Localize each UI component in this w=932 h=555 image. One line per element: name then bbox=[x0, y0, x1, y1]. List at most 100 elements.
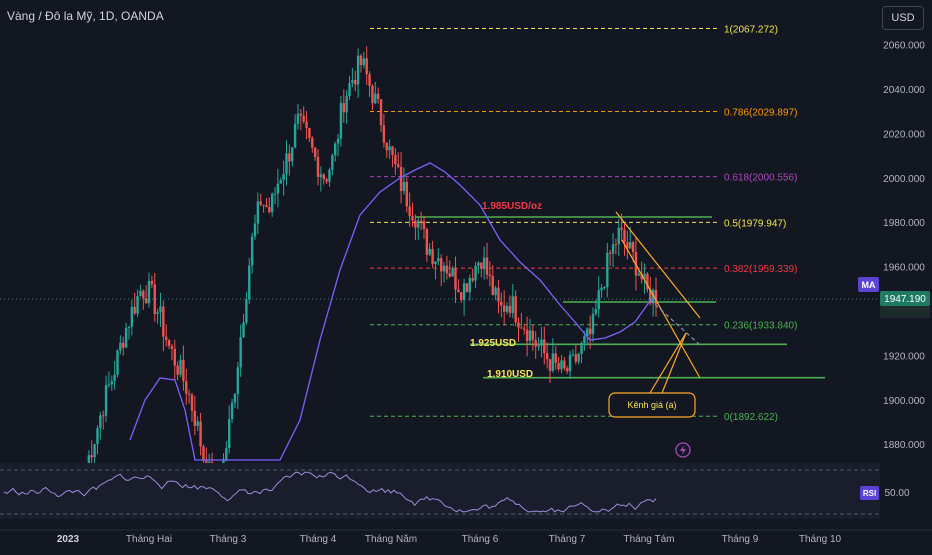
candle[interactable] bbox=[591, 307, 595, 343]
candle[interactable] bbox=[99, 411, 102, 440]
candle[interactable] bbox=[359, 53, 363, 73]
candle[interactable] bbox=[374, 81, 377, 105]
channel-lower-line[interactable] bbox=[621, 239, 701, 379]
candle[interactable] bbox=[525, 316, 529, 357]
candle[interactable] bbox=[299, 109, 303, 131]
candle[interactable] bbox=[462, 278, 466, 316]
candle[interactable] bbox=[259, 193, 262, 207]
candle[interactable] bbox=[119, 335, 122, 355]
candle[interactable] bbox=[228, 405, 231, 454]
candle[interactable] bbox=[382, 113, 386, 148]
candle[interactable] bbox=[597, 276, 600, 318]
candle[interactable] bbox=[563, 356, 566, 371]
candle[interactable] bbox=[167, 338, 171, 350]
candle[interactable] bbox=[93, 443, 96, 464]
candle[interactable] bbox=[540, 326, 543, 358]
candle[interactable] bbox=[566, 365, 569, 374]
candle[interactable] bbox=[319, 166, 323, 192]
candle[interactable] bbox=[296, 103, 300, 130]
channel-upper-line[interactable] bbox=[615, 211, 701, 319]
candle[interactable] bbox=[248, 258, 251, 305]
candle[interactable] bbox=[90, 440, 93, 466]
candle[interactable] bbox=[371, 84, 374, 111]
fibonacci-retracement[interactable]: 1(2067.272) 0.786(2029.897) 0.618(2000.556… bbox=[370, 24, 797, 423]
candle[interactable] bbox=[560, 354, 563, 374]
ma-badge[interactable] bbox=[858, 277, 879, 292]
candle[interactable] bbox=[508, 295, 512, 318]
candle[interactable] bbox=[394, 148, 397, 176]
candle[interactable] bbox=[250, 232, 254, 274]
candle[interactable] bbox=[640, 261, 643, 284]
horizontal-levels[interactable] bbox=[0, 216, 880, 379]
candle[interactable] bbox=[603, 286, 606, 290]
candle[interactable] bbox=[385, 142, 388, 158]
candle[interactable] bbox=[124, 322, 128, 349]
candle[interactable] bbox=[537, 337, 540, 351]
candle[interactable] bbox=[365, 46, 368, 86]
candle[interactable] bbox=[173, 339, 176, 381]
candle[interactable] bbox=[434, 261, 437, 280]
candle[interactable] bbox=[494, 285, 497, 301]
candle[interactable] bbox=[336, 133, 340, 157]
candle[interactable] bbox=[136, 289, 139, 318]
price-channel[interactable] bbox=[608, 211, 701, 418]
candle[interactable] bbox=[465, 283, 469, 293]
candle[interactable] bbox=[419, 211, 423, 231]
price-axis[interactable]: 2060.000 2040.000 2020.000 2000.000 1980.000… bbox=[858, 0, 932, 530]
candle[interactable] bbox=[282, 160, 285, 196]
candle[interactable] bbox=[339, 95, 343, 147]
candle[interactable] bbox=[308, 127, 311, 142]
candle[interactable] bbox=[614, 238, 618, 255]
candle[interactable] bbox=[279, 177, 282, 184]
candle[interactable] bbox=[127, 325, 131, 340]
candle[interactable] bbox=[311, 136, 314, 153]
candle[interactable] bbox=[422, 215, 426, 239]
candle[interactable] bbox=[276, 168, 280, 208]
candle[interactable] bbox=[265, 198, 268, 208]
candle[interactable] bbox=[133, 292, 136, 316]
candle[interactable] bbox=[230, 398, 234, 423]
candle[interactable] bbox=[428, 242, 431, 257]
candle[interactable] bbox=[500, 292, 503, 318]
candle[interactable] bbox=[273, 186, 277, 205]
candle[interactable] bbox=[543, 326, 546, 365]
rsi-pane[interactable] bbox=[0, 463, 880, 519]
candle[interactable] bbox=[328, 167, 331, 187]
candle[interactable] bbox=[351, 67, 354, 88]
candle[interactable] bbox=[379, 99, 383, 133]
candle[interactable] bbox=[442, 261, 446, 283]
candle[interactable] bbox=[402, 167, 406, 195]
candle[interactable] bbox=[333, 141, 337, 162]
candle[interactable] bbox=[147, 272, 151, 308]
candle[interactable] bbox=[600, 283, 603, 298]
candles[interactable] bbox=[84, 46, 658, 492]
candle[interactable] bbox=[107, 371, 111, 388]
candle[interactable] bbox=[345, 90, 348, 124]
candle[interactable] bbox=[631, 240, 635, 262]
candle[interactable] bbox=[176, 361, 179, 381]
candle[interactable] bbox=[520, 312, 523, 329]
candle[interactable] bbox=[502, 290, 506, 326]
candle[interactable] bbox=[457, 279, 460, 293]
candle[interactable] bbox=[179, 354, 182, 378]
candle[interactable] bbox=[110, 375, 113, 391]
time-axis[interactable]: 2023 Tháng Hai Tháng 3 Tháng 4 Tháng Năm Thán… bbox=[0, 529, 932, 545]
candle[interactable] bbox=[122, 336, 125, 356]
candle[interactable] bbox=[554, 346, 557, 370]
candle[interactable] bbox=[268, 197, 271, 214]
candle[interactable] bbox=[580, 341, 583, 364]
candle[interactable] bbox=[150, 275, 154, 289]
candle[interactable] bbox=[96, 425, 99, 455]
last-price-badge[interactable] bbox=[880, 291, 930, 306]
candle[interactable] bbox=[316, 149, 320, 186]
candle[interactable] bbox=[474, 261, 477, 288]
candle[interactable] bbox=[611, 233, 615, 268]
candle[interactable] bbox=[411, 202, 414, 227]
candle[interactable] bbox=[187, 389, 191, 404]
candle[interactable] bbox=[199, 412, 202, 456]
channel-callout-box[interactable] bbox=[608, 392, 696, 418]
candle[interactable] bbox=[577, 352, 580, 365]
candle[interactable] bbox=[262, 204, 265, 213]
candle[interactable] bbox=[643, 263, 646, 294]
